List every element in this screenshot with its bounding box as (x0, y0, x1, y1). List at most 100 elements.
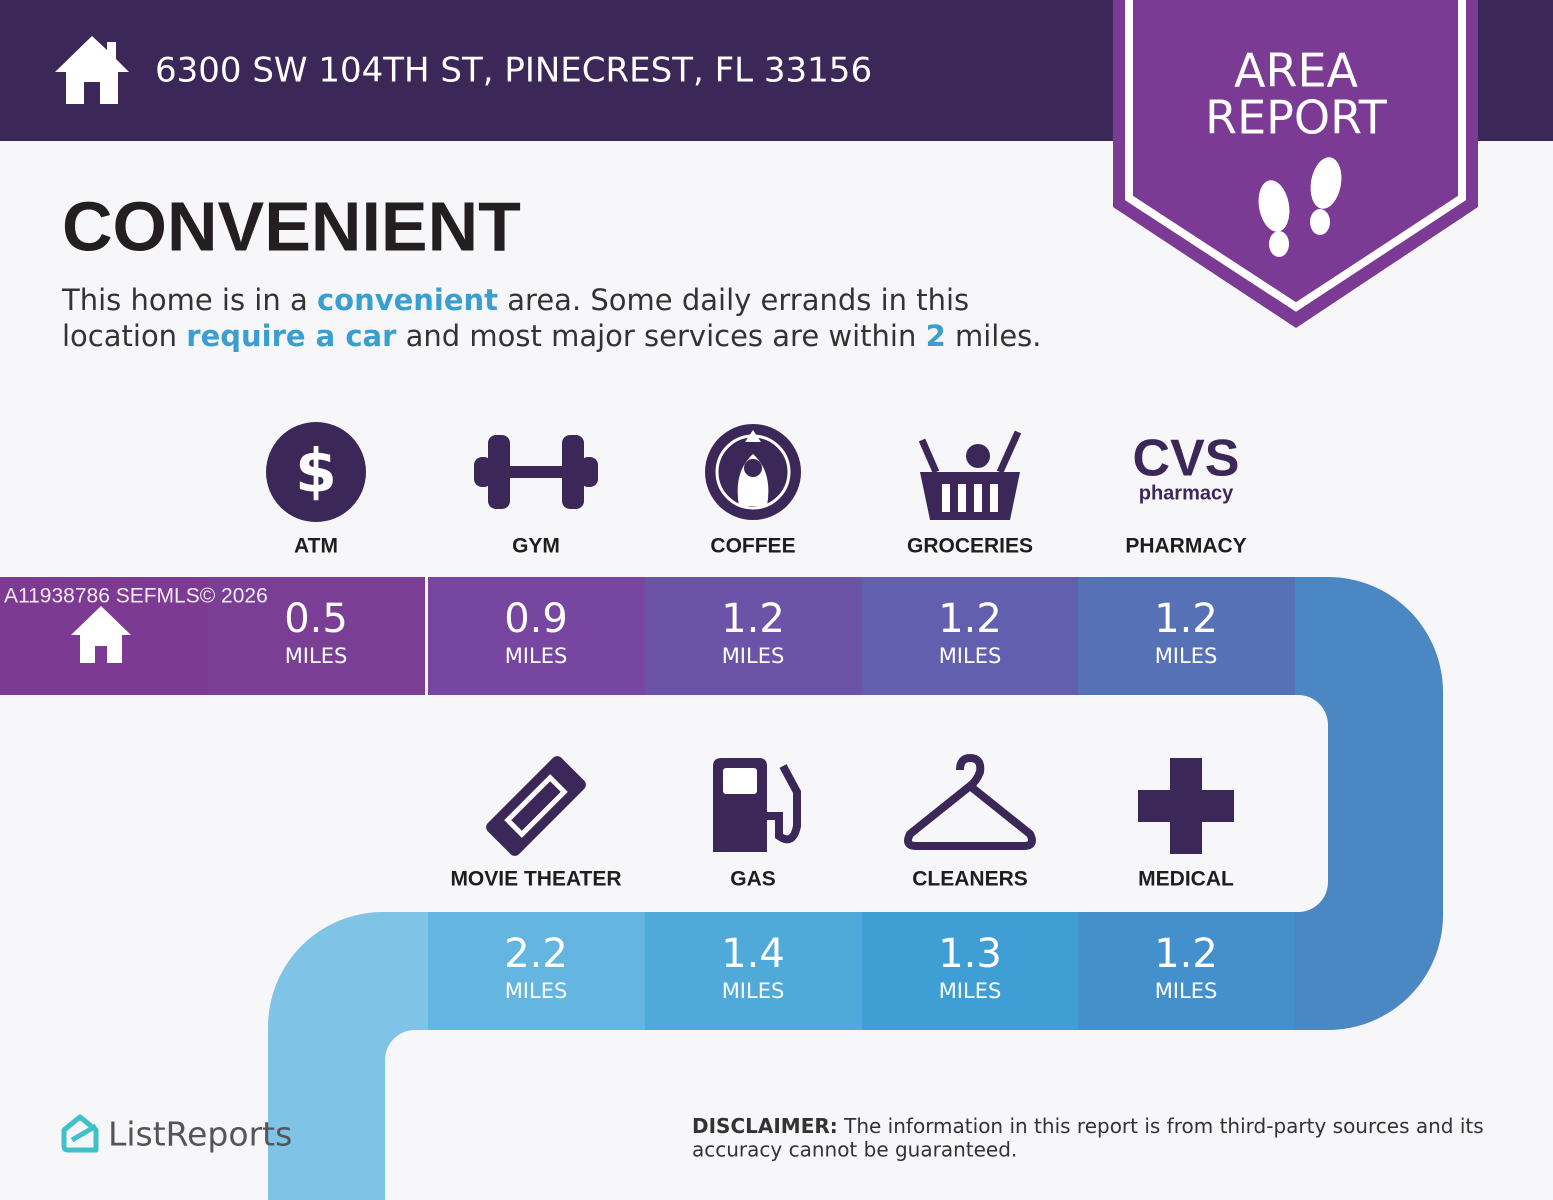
amenity-icon (474, 435, 598, 509)
disclaimer: DISCLAIMER: The information in this repo… (692, 1114, 1484, 1138)
icon-text: $ (295, 437, 337, 507)
amenity-icon (486, 756, 586, 856)
watermark: A11938786 SEFMLS© 2026 (4, 585, 268, 608)
distance: 1.2 (1154, 931, 1218, 977)
icon (942, 484, 950, 512)
icon (486, 756, 586, 856)
amenity-label: MEDICAL (1138, 868, 1234, 891)
band-segment (645, 912, 862, 1030)
description-text: This home is in a (61, 283, 317, 317)
icon (958, 484, 966, 512)
amenity-icon (918, 430, 1022, 520)
icon (918, 430, 1022, 474)
amenity-icon (1138, 758, 1234, 854)
distance-unit: MILES (1155, 979, 1218, 1003)
badge-line1: AREA (1234, 44, 1358, 98)
icon (580, 457, 598, 487)
amenity-icon (705, 424, 801, 520)
footprints (1258, 157, 1342, 257)
band-segment (428, 577, 645, 695)
highlight: convenient (317, 283, 498, 317)
icon (990, 484, 998, 512)
amenities: $ATM0.5MILESGYM0.9MILESCOFFEE1.2MILESGRO… (208, 422, 1295, 1030)
icon-circle (266, 422, 366, 522)
amenity-label: GYM (512, 535, 560, 558)
home-icon (71, 606, 131, 663)
distance: 0.5 (284, 596, 348, 642)
distance: 1.3 (938, 931, 1002, 977)
icon (767, 764, 801, 844)
distance: 2.2 (504, 931, 568, 977)
description-text: area. Some daily errands in this (498, 283, 969, 317)
icon (920, 472, 1020, 520)
description-line: This home is in a convenient area. Some … (61, 283, 969, 317)
distance-unit: MILES (939, 979, 1002, 1003)
band-segment (862, 912, 1079, 1030)
distance: 1.2 (1154, 596, 1218, 642)
icon (744, 459, 762, 477)
highlight: 2 (926, 319, 946, 353)
description-line: location require a car and most major se… (62, 319, 1042, 353)
disclaimer-line: accuracy cannot be guaranteed. (692, 1138, 1017, 1162)
brand: ListReports (108, 1115, 292, 1154)
disclaimer-text: The information in this report is from t… (838, 1114, 1484, 1138)
icon (974, 484, 982, 512)
band-segment (1078, 912, 1295, 1030)
icon-subtext: pharmacy (1139, 482, 1234, 504)
badge-border (1125, 0, 1466, 312)
home-icon (55, 36, 129, 104)
amenity-icon: $ (266, 422, 366, 522)
distance-unit: MILES (285, 644, 348, 668)
icon (488, 435, 510, 509)
route-turn (268, 912, 433, 1200)
distance: 1.2 (721, 596, 785, 642)
distance-unit: MILES (1155, 644, 1218, 668)
distance-unit: MILES (939, 644, 1002, 668)
distance-unit: MILES (505, 979, 568, 1003)
icon (562, 435, 584, 509)
route-turn (1285, 577, 1443, 1030)
icon (504, 774, 568, 838)
amenity-label: ATM (294, 535, 338, 558)
amenity-label: MOVIE THEATER (450, 868, 621, 891)
band-segment (428, 912, 645, 1030)
icon (474, 457, 492, 487)
amenity-icon (904, 754, 1036, 850)
amenity-label: GAS (730, 868, 776, 891)
amenity-label: COFFEE (710, 535, 795, 558)
band-segment (645, 577, 862, 695)
disclaimer-label: DISCLAIMER: (692, 1114, 838, 1138)
amenity-label: PHARMACY (1125, 535, 1246, 558)
distance-unit: MILES (722, 644, 785, 668)
icon (966, 444, 990, 468)
distance: 1.4 (721, 931, 785, 977)
icon-text: CVS (1133, 430, 1240, 488)
amenity-label: CLEANERS (912, 868, 1028, 891)
band-segment (208, 577, 425, 695)
distance-unit: MILES (722, 979, 785, 1003)
brand-logo (61, 1114, 99, 1153)
description-text: and most major services are within (396, 319, 925, 353)
badge-line2: REPORT (1205, 91, 1388, 145)
description-text: miles. (946, 319, 1042, 353)
amenity-label: GROCERIES (907, 535, 1033, 558)
description: This home is in a convenient area. Some … (61, 283, 1042, 353)
icon (904, 754, 1036, 850)
distance-unit: MILES (505, 644, 568, 668)
icon (723, 768, 757, 794)
highlight: require a car (186, 319, 397, 353)
distance: 0.9 (504, 596, 568, 642)
description-text: location (62, 319, 186, 353)
band-segment (1078, 577, 1295, 695)
